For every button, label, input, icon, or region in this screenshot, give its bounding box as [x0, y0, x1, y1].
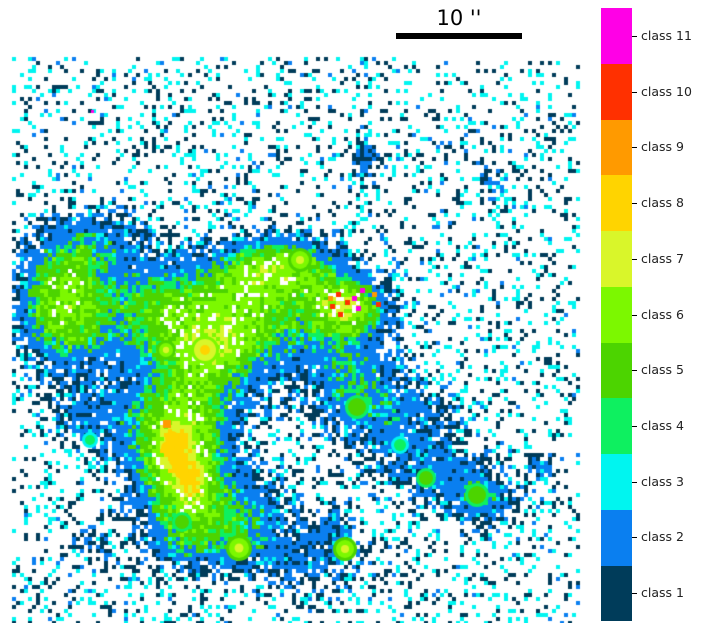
colorbar-tick [632, 92, 637, 93]
colorbar-label: class 10 [641, 84, 692, 99]
colorbar-segment-3 [601, 453, 632, 510]
colorbar-tick [632, 147, 637, 148]
colorbar-tick [632, 593, 637, 594]
colorbar-label: class 3 [641, 474, 684, 489]
colorbar-tick [632, 203, 637, 204]
colorbar [601, 8, 632, 622]
colorbar-tick [632, 259, 637, 260]
colorbar-segment-9 [601, 119, 632, 176]
colorbar-label: class 5 [641, 362, 684, 377]
colorbar-label: class 4 [641, 418, 684, 433]
colorbar-segment-5 [601, 342, 632, 399]
colorbar-tick [632, 315, 637, 316]
colorbar-segment-2 [601, 509, 632, 566]
colorbar-label: class 8 [641, 195, 684, 210]
colorbar-segment-6 [601, 286, 632, 343]
colorbar-tick [632, 482, 637, 483]
scale-bar-label: 10 '' [436, 6, 482, 30]
colorbar-label: class 11 [641, 28, 692, 43]
colorbar-label: class 9 [641, 139, 684, 154]
colorbar-segment-10 [601, 63, 632, 120]
colorbar-label: class 7 [641, 251, 684, 266]
colorbar-tick [632, 537, 637, 538]
colorbar-segment-1 [601, 565, 632, 622]
colorbar-label: class 2 [641, 529, 684, 544]
colorbar-tick [632, 426, 637, 427]
colorbar-segment-8 [601, 175, 632, 232]
colorbar-segment-7 [601, 230, 632, 287]
colorbar-tick [632, 370, 637, 371]
colorbar-tick [632, 36, 637, 37]
scale-bar [396, 33, 522, 39]
colorbar-label: class 6 [641, 307, 684, 322]
colorbar-segment-4 [601, 398, 632, 455]
colorbar-segment-11 [601, 8, 632, 64]
colorbar-label: class 1 [641, 585, 684, 600]
